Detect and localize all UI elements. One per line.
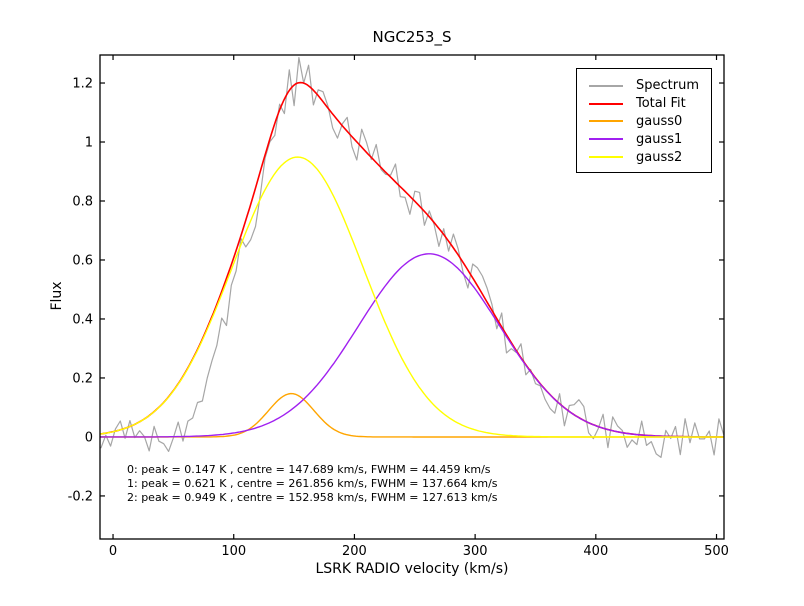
legend-entry: gauss2 [577,148,711,166]
legend-entry: gauss1 [577,130,711,148]
x-tick-label: 500 [704,544,729,559]
fit-parameter-line-0: 0: peak = 0.147 K , centre = 147.689 km/… [127,463,491,476]
legend-entry: Total Fit [577,95,711,113]
x-tick-label: 400 [583,544,608,559]
y-tick-label: 1.2 [72,77,93,92]
spectrum-line [100,56,724,458]
legend-line-sample [589,84,623,87]
plot-title: NGC253_S [372,28,452,46]
legend: Spectrum Total Fit gauss0 gauss1 gauss2 [576,68,712,173]
x-tick-label: 0 [109,544,117,559]
legend-line-sample [589,102,623,105]
plot-frame [99,54,725,540]
y-tick-label: 0.2 [72,371,93,386]
legend-line-sample [589,138,623,141]
y-tick-label: 1 [85,136,93,151]
x-tick-label: 200 [342,544,367,559]
x-axis-label: LSRK RADIO velocity (km/s) [315,561,509,577]
legend-entry-label: gauss1 [636,131,683,147]
fit-parameters-annotation: 0: peak = 0.147 K , centre = 147.689 km/… [127,463,498,505]
y-axis-label: Flux [49,281,65,311]
legend-entry: gauss0 [577,113,711,131]
legend-entry: Spectrum [577,77,711,95]
legend-line-sample [589,120,623,123]
fit-parameter-line-1: 1: peak = 0.621 K , centre = 261.856 km/… [127,477,498,490]
legend-entry-label: Spectrum [636,78,699,94]
y-tick-label: 0 [85,430,93,445]
legend-entry-label: Total Fit [636,96,686,112]
y-tick-label: 0.8 [72,194,93,209]
legend-line-sample [589,156,623,159]
legend-entry-label: gauss2 [636,149,683,165]
gauss1-line [100,253,724,438]
fit-parameter-line-2: 2: peak = 0.949 K , centre = 152.958 km/… [127,491,498,504]
gauss2-line [100,156,724,438]
x-tick-label: 100 [221,544,246,559]
x-tick-label: 300 [463,544,488,559]
legend-entry-label: gauss0 [636,113,683,129]
y-tick-label: 0.6 [72,253,93,268]
y-tick-label: -0.2 [68,489,93,504]
y-tick-label: 0.4 [72,312,93,327]
